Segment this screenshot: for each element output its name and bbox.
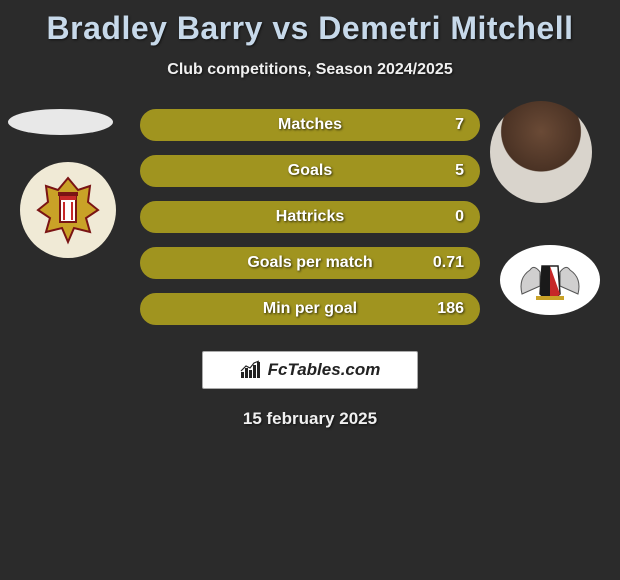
stat-right-value: 5: [455, 162, 464, 180]
stat-right-value: 0.71: [433, 254, 464, 272]
player-right-portrait: [490, 101, 592, 203]
comparison-date: 15 february 2025: [0, 409, 620, 429]
club-crest-right: [500, 245, 600, 315]
stat-label: Goals per match: [247, 254, 372, 272]
crest-left-icon: [30, 172, 106, 248]
stat-right-value: 0: [455, 208, 464, 226]
stat-bars: Matches 7 Goals 5 Hattricks 0 Goals per …: [140, 109, 480, 339]
watermark: FcTables.com: [202, 351, 418, 389]
stat-right-value: 7: [455, 116, 464, 134]
crest-right-icon: [510, 254, 590, 306]
page-title: Bradley Barry vs Demetri Mitchell: [0, 0, 620, 47]
stat-row: Min per goal 186: [140, 293, 480, 325]
watermark-text: FcTables.com: [268, 360, 381, 380]
stat-row: Hattricks 0: [140, 201, 480, 233]
bar-chart-icon: [240, 360, 262, 380]
stat-label: Min per goal: [263, 300, 357, 318]
stat-row: Goals per match 0.71: [140, 247, 480, 279]
page-subtitle: Club competitions, Season 2024/2025: [0, 61, 620, 79]
comparison-panel: Matches 7 Goals 5 Hattricks 0 Goals per …: [0, 109, 620, 339]
stat-row: Matches 7: [140, 109, 480, 141]
club-crest-left: [20, 162, 116, 258]
stat-label: Goals: [288, 162, 332, 180]
stat-label: Matches: [278, 116, 342, 134]
stat-row: Goals 5: [140, 155, 480, 187]
stat-label: Hattricks: [276, 208, 344, 226]
player-left-placeholder-oval: [8, 109, 113, 135]
stat-right-value: 186: [437, 300, 464, 318]
